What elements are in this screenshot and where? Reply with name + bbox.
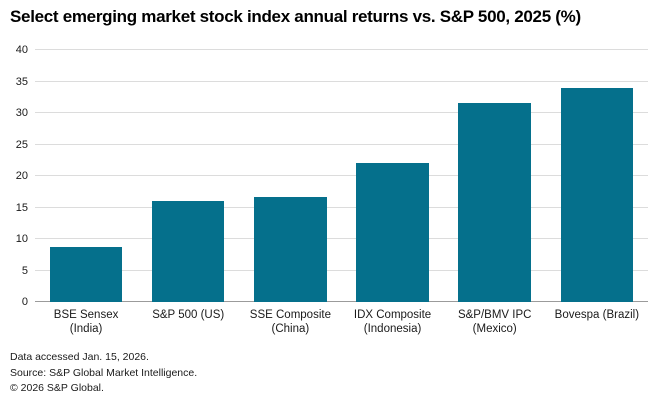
x-tick-label-Bovespa (Brazil): Bovespa (Brazil) <box>554 309 640 321</box>
gridline-15 <box>35 206 648 208</box>
y-tick-label-10: 10 <box>15 233 28 245</box>
gridline-25 <box>35 143 648 145</box>
bar-S&P 500 (US) <box>151 201 225 302</box>
y-tick-label-25: 25 <box>15 138 28 151</box>
x-axis: BSE Sensex (India) S&P 500 (US) SSE Composi… <box>35 308 648 336</box>
footer-copyright: © 2026 S&P Global. <box>10 382 104 394</box>
x-tick-label-S&P 500 (US): S&P 500 (US) <box>152 309 225 321</box>
footer-source: Source: S&P Global Market Intelligence. <box>10 366 198 379</box>
gridline-0 <box>35 301 648 302</box>
y-axis: 0 5 10 15 20 25 30 35 40 <box>6 44 28 308</box>
bar-slot <box>239 50 341 302</box>
y-tick-label-40: 40 <box>15 44 28 56</box>
bar-slot <box>341 50 443 302</box>
bar-S&P/BMV IPC (Mexico) <box>458 102 531 302</box>
y-tick-label-15: 15 <box>15 201 28 214</box>
bar-BSE Sensex (India) <box>49 246 123 302</box>
bar-Bovespa (Brazil) <box>560 87 634 302</box>
x-tick-label-BSE Sensex (India): BSE Sensex (India) <box>53 309 119 335</box>
y-tick-label-30: 30 <box>15 107 28 119</box>
footer-notes: Data accessed Jan. 15, 2026. Source: S&P… <box>10 350 197 397</box>
bar-slot <box>137 50 239 302</box>
gridline-35 <box>35 80 648 82</box>
x-tick-label-SSE Composite (China): SSE Composite (China) <box>249 309 331 335</box>
bar-slot <box>35 50 137 302</box>
gridline-5 <box>35 269 648 271</box>
x-tick-label-IDX Composite (Indonesia): IDX Composite (Indonesia) <box>353 309 432 335</box>
gridline-40 <box>35 49 648 50</box>
y-tick-label-0: 0 <box>21 296 28 308</box>
footer-data-accessed: Data accessed Jan. 15, 2026. <box>10 351 149 363</box>
y-tick-label-5: 5 <box>21 264 28 277</box>
bar-series <box>35 50 648 302</box>
y-tick-label-20: 20 <box>15 170 28 182</box>
gridline-10 <box>35 238 648 239</box>
bar-IDX Composite (Indonesia) <box>356 163 429 302</box>
y-tick-label-35: 35 <box>15 75 28 88</box>
x-tick-label-S&P/BMV IPC (Mexico): S&P/BMV IPC (Mexico) <box>457 309 532 335</box>
gridline-20 <box>35 175 648 176</box>
bar-slot <box>546 50 648 302</box>
bar-slot <box>444 50 546 302</box>
bar-SSE Composite (China) <box>254 197 327 302</box>
chart-title: Select emerging market stock index annua… <box>10 7 581 26</box>
gridline-30 <box>35 112 648 113</box>
plot-area <box>35 49 648 302</box>
